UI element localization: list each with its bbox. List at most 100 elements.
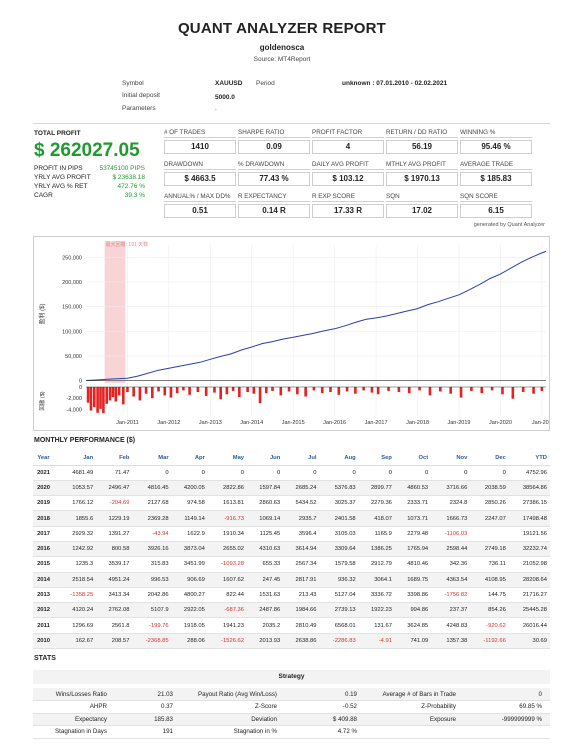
month-value-cell: 2912.79 [358, 556, 395, 573]
month-value-cell: 4120.24 [57, 602, 97, 619]
monthly-performance-table: Year Jan Feb Mar Apr May Jun Jul Aug Sep Oct Nov Dec… [33, 451, 550, 650]
initial-deposit-value: 5000.0 [215, 94, 235, 101]
table-row: 2016 1242.92 800.58 3926.16 3873.04 2655.02 43… [33, 541, 550, 558]
drawdown-bar [264, 387, 268, 394]
stat-value: 0 [460, 688, 550, 701]
report-title: QUANT ANALYZER REPORT [177, 20, 387, 37]
drawdown-bar [354, 387, 357, 394]
metric-sharpe: SHARPE RATIO 0.09 [238, 129, 310, 154]
stat-value: 185.83 [111, 713, 181, 726]
month-value-cell: 4951.24 [96, 572, 133, 588]
monthly-header-cell: Nov [431, 451, 471, 466]
drawdown-bar [362, 387, 365, 391]
month-value-cell: 30.69 [508, 633, 550, 650]
month-value-cell: 0 [171, 465, 208, 481]
month-value-cell: 27386.15 [508, 495, 550, 512]
month-value-cell: -1106.03 [431, 526, 471, 542]
month-value-cell: 162.67 [57, 633, 97, 650]
month-value-cell: 2929.32 [57, 526, 97, 542]
drawdown-bar [144, 387, 148, 394]
drawdown-bar [252, 387, 256, 394]
period-label: Period [256, 80, 275, 87]
table-row: 2013 -1358.25 3413.34 2042.86 4800.27 822.44 1… [33, 587, 550, 604]
month-value-cell: 1386.25 [358, 541, 395, 558]
initial-deposit-label: Initial deposit [122, 92, 160, 99]
month-value-cell: 2561.8 [96, 617, 133, 634]
x-tick-label: Jan-2011 [116, 420, 139, 426]
drawdown-bar [345, 387, 349, 392]
month-value-cell: 854.26 [470, 602, 509, 619]
month-value-cell: 1125.45 [247, 526, 284, 542]
month-value-cell: -1192.66 [470, 633, 509, 650]
month-value-cell: 2279.36 [358, 495, 395, 512]
drawdown-bar [480, 387, 484, 394]
month-value-cell: 4681.49 [57, 465, 97, 481]
drawdown-bar [337, 387, 341, 395]
drawdown-bar [105, 387, 109, 404]
month-value-cell: 936.32 [319, 572, 359, 588]
stat-value: 69.85 % [460, 700, 550, 714]
month-value-cell: 3105.03 [319, 526, 359, 542]
y-tick-label: 200,000 [62, 280, 82, 286]
month-value-cell: 974.58 [171, 495, 208, 512]
month-value-cell: 2749.18 [470, 541, 509, 558]
month-value-cell: 144.75 [470, 587, 509, 604]
metric-trades: # OF TRADES 1410 [164, 129, 236, 154]
month-value-cell: 2922.05 [171, 602, 208, 619]
summary-row: YRLY AVG PROFIT $ 23638.18 [34, 174, 145, 181]
table-row: 2018 1855.6 1229.19 2369.28 1149.14 -916.73 10… [33, 510, 550, 527]
month-value-cell: 213.43 [283, 587, 320, 604]
x-tick-label: Jan-2012 [157, 420, 180, 426]
drawdown-bar [521, 387, 525, 393]
stat-label: Payout Ratio (Avg Win/Loss) [181, 688, 281, 701]
drawdown-bar [459, 387, 463, 398]
month-value-cell: 0 [132, 465, 172, 481]
metric-sqn-score: SQN SCORE 6.15 [460, 193, 532, 218]
month-value-cell: 0 [394, 465, 432, 481]
month-value-cell: 26016.44 [508, 617, 550, 634]
month-value-cell: 3596.4 [283, 526, 320, 542]
month-value-cell: 315.83 [132, 556, 172, 573]
y-tick-label: 0 [79, 379, 82, 385]
stat-label: Stagnation in % [181, 725, 281, 739]
x-tick-label: Jan-2018 [406, 420, 429, 426]
drawdown-bar [304, 387, 307, 397]
table-row: 2011 1296.69 2561.8 -199.76 1918.05 1941.23 20… [33, 617, 550, 634]
drawdown-bar [418, 387, 421, 391]
drawdown-bar [163, 387, 167, 396]
drawdown-bar [111, 387, 115, 398]
month-value-cell: 2487.86 [247, 602, 284, 619]
month-value-cell: 2333.71 [394, 495, 432, 512]
monthly-performance-title: MONTHLY PERFORMANCE ($) [34, 437, 136, 444]
metric-r-exp-score: R EXP SCORE 17.33 R [312, 193, 384, 218]
drawdown-bar [320, 387, 324, 394]
equity-line [85, 250, 547, 381]
stat-value: -0.52 [281, 700, 365, 714]
monthly-header-cell: Year [33, 451, 58, 466]
drawdown-bar [114, 387, 118, 402]
stats-row: Expectancy 185.83 Deviation $ 409.88 Exposur… [33, 713, 550, 726]
metric-winning: WINNING % 95.46 % [460, 129, 532, 154]
month-value-cell: 4310.63 [247, 541, 284, 558]
month-value-cell: 2935.7 [283, 510, 320, 527]
total-profit-value: $ 262027.05 [34, 140, 140, 161]
month-value-cell: 2042.86 [132, 587, 172, 604]
stat-label: Exposure [365, 713, 460, 726]
month-value-cell: 1069.14 [247, 510, 284, 527]
month-value-cell: 25445.28 [508, 602, 550, 619]
x-tick-label: Jan-2013 [199, 420, 222, 426]
month-value-cell: 1613.81 [207, 495, 248, 512]
stats-row: Stagnation in Days 191 Stagnation in % 4.72… [33, 725, 550, 739]
drawdown-bar [89, 387, 93, 411]
table-row: 2017 2929.32 1391.27 -43.94 1622.9 1910.34 112… [33, 526, 550, 542]
month-value-cell: 822.44 [207, 587, 248, 604]
drawdown-bar [407, 387, 411, 394]
summary-row: PROFIT IN PIPS 53745100 PIPS [34, 165, 145, 172]
stat-value: 4.72 % [281, 725, 365, 739]
drawdown-bar [231, 387, 235, 391]
year-cell: 2011 [33, 617, 58, 634]
month-value-cell: 2496.47 [96, 480, 133, 497]
drawdown-bar [132, 387, 135, 397]
drawdown-bar [501, 387, 504, 395]
month-value-cell: 2127.68 [132, 495, 172, 512]
